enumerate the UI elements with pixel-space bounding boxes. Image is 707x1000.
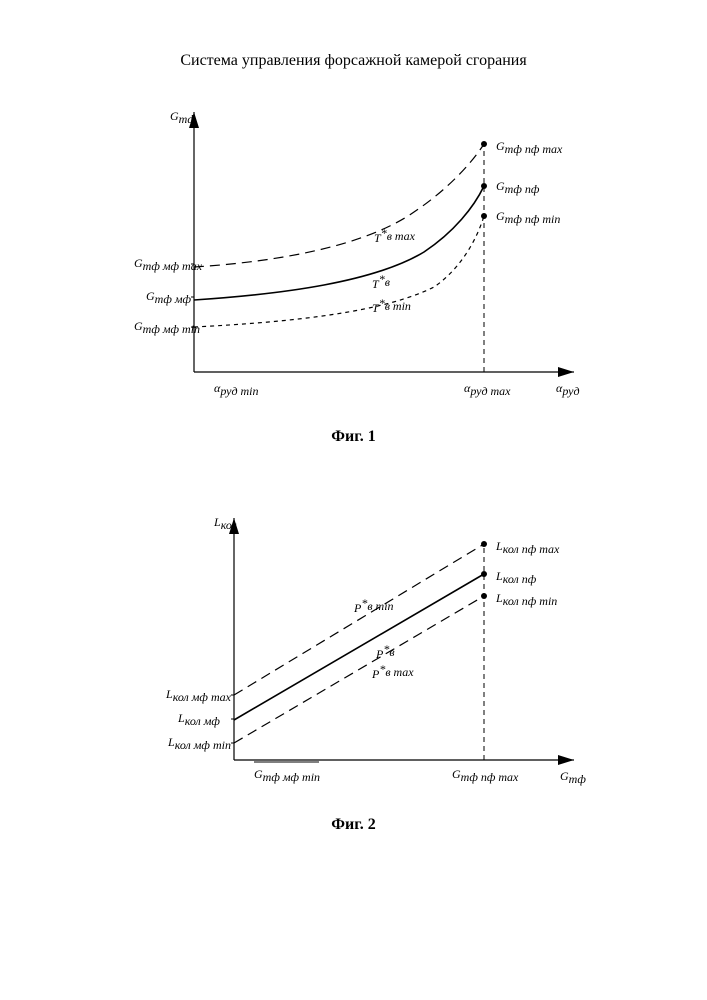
page: Система управления форсажной камерой сго… xyxy=(0,0,707,1000)
svg-text:Lкол мф: Lкол мф xyxy=(177,711,220,728)
figure-2: Lкол Gтф Lкол мф max Lкол мф Lкол мф min Lкол… xyxy=(0,500,707,834)
svg-text:αруд max: αруд max xyxy=(464,381,511,398)
svg-text:Gтф пф max: Gтф пф max xyxy=(452,767,519,784)
svg-text:Lкол пф: Lкол пф xyxy=(495,569,537,586)
svg-text:T*в max: T*в max xyxy=(374,226,416,245)
page-title: Система управления форсажной камерой сго… xyxy=(0,52,707,70)
svg-text:Gтф: Gтф xyxy=(560,769,586,786)
svg-text:αруд: αруд xyxy=(556,381,580,398)
svg-text:Lкол пф min: Lкол пф min xyxy=(495,591,557,608)
figure-1-caption: Фиг. 1 xyxy=(0,428,707,446)
svg-text:Lкол: Lкол xyxy=(213,515,237,532)
svg-text:Gтф мф min: Gтф мф min xyxy=(134,319,200,336)
svg-text:Gтф: Gтф xyxy=(170,109,196,126)
figure-2-caption: Фиг. 2 xyxy=(0,816,707,834)
svg-text:Lкол пф max: Lкол пф max xyxy=(495,539,560,556)
svg-text:Gтф пф max: Gтф пф max xyxy=(496,139,563,156)
figure-2-svg: Lкол Gтф Lкол мф max Lкол мф Lкол мф min Lкол… xyxy=(104,500,604,810)
svg-text:T*в: T*в xyxy=(372,272,390,291)
svg-text:Lкол мф max: Lкол мф max xyxy=(165,687,232,704)
svg-text:Gтф пф min: Gтф пф min xyxy=(496,209,560,226)
svg-text:P*в max: P*в max xyxy=(371,662,414,681)
figure-1: GтфαрудGтф мф maxGтф мфGтф мф minGтф пф … xyxy=(0,92,707,446)
svg-text:Gтф мф min: Gтф мф min xyxy=(254,767,320,784)
svg-text:P*в min: P*в min xyxy=(353,596,394,615)
svg-text:αруд min: αруд min xyxy=(214,381,259,398)
figure-1-svg: GтфαрудGтф мф maxGтф мфGтф мф minGтф пф … xyxy=(104,92,604,422)
svg-text:Gтф пф: Gтф пф xyxy=(496,179,540,196)
svg-text:T*в min: T*в min xyxy=(372,296,411,315)
svg-text:Lкол мф min: Lкол мф min xyxy=(167,735,231,752)
svg-text:P*в: P*в xyxy=(375,642,395,661)
svg-text:Gтф мф: Gтф мф xyxy=(146,289,192,306)
